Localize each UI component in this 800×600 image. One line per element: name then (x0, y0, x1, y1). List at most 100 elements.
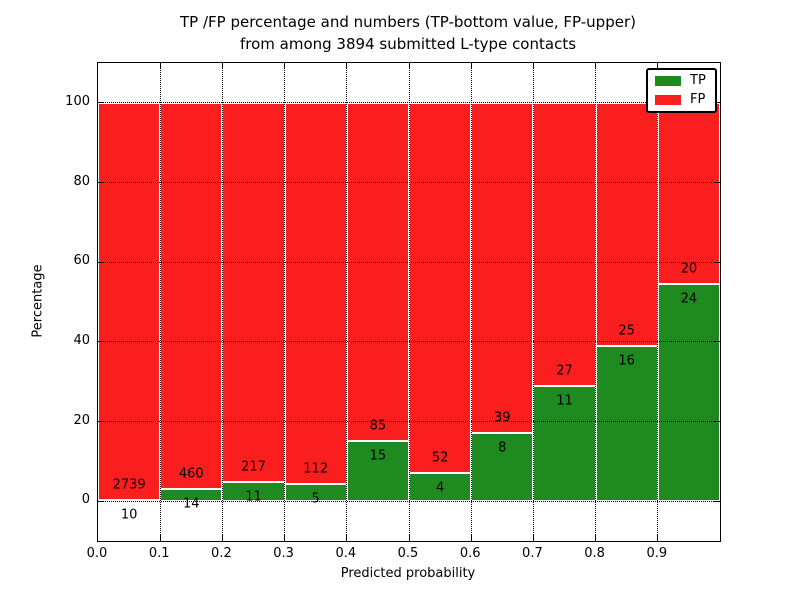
x-axis-label: Predicted probability (340, 566, 476, 581)
tick-mark (159, 535, 161, 541)
tp-count-label: 8 (498, 440, 507, 456)
fp-count-label: 460 (178, 466, 204, 482)
tp-bar-segment (533, 385, 596, 502)
tp-bar-segment (595, 345, 658, 502)
x-tick-label: 0.7 (522, 546, 543, 561)
gridline (346, 63, 348, 541)
tick-mark (714, 261, 720, 263)
tick-mark (714, 182, 720, 183)
gridline (98, 500, 720, 502)
fp-bar-segment (533, 102, 596, 386)
legend-label-tp: TP (690, 73, 706, 88)
fp-count-label: 52 (431, 450, 449, 466)
gridline (98, 421, 720, 422)
tick-mark (595, 63, 597, 69)
tp-count-label: 16 (618, 353, 635, 369)
tick-mark (657, 535, 659, 541)
x-tick-label: 0.0 (86, 546, 108, 561)
x-tick-label: 0.8 (584, 546, 605, 561)
x-tick-label: 0.5 (397, 546, 419, 561)
chart-title-line1: TP /FP percentage and numbers (TP-bottom… (180, 13, 636, 31)
y-tick-label: 0 (81, 492, 90, 508)
fp-bar-segment (409, 102, 472, 473)
fp-count-label: 25 (618, 323, 635, 339)
fp-bar-segment (222, 102, 285, 482)
tick-mark (98, 500, 104, 502)
fp-count-label: 2739 (112, 477, 146, 493)
fp-swatch-icon (655, 95, 681, 105)
tp-bar-segment (284, 484, 347, 502)
fp-count-label: 39 (494, 410, 511, 426)
plot-area: 2739 10 460 14 217 11 112 5 85 15 52 4 39 8 27 11 25 16 20… (97, 62, 721, 542)
tick-mark (470, 535, 472, 541)
tp-count-label: 4 (435, 480, 445, 496)
fp-bar-segment (98, 102, 161, 500)
tp-bar-segment (160, 489, 223, 502)
gridline (98, 182, 720, 183)
legend: TP FP (646, 68, 717, 113)
tick-mark (714, 341, 720, 343)
x-tick-label: 0.6 (459, 546, 481, 561)
tp-count-label: 11 (556, 393, 573, 409)
tick-mark (98, 341, 104, 343)
fp-bar-segment (346, 102, 409, 442)
tick-mark (595, 535, 597, 541)
legend-entry-fp: FP (655, 93, 706, 107)
tick-mark (221, 63, 223, 69)
tp-swatch-icon (655, 76, 681, 86)
tp-bar-segment (346, 441, 409, 502)
x-tick-label: 0.2 (211, 546, 232, 561)
gridline (408, 63, 410, 541)
tick-mark (657, 63, 659, 69)
tick-mark (532, 535, 534, 541)
tp-count-label: 11 (245, 489, 262, 505)
chart-title-line2: from among 3894 submitted L-type contact… (239, 35, 577, 53)
x-tick-label: 0.3 (273, 546, 294, 561)
fp-bar-segment (471, 102, 534, 434)
tp-bar-segment (409, 472, 472, 502)
tp-count-label: 14 (183, 496, 200, 512)
fp-bar-segment (595, 102, 658, 346)
y-tick-label: 40 (73, 332, 90, 348)
tick-mark (98, 102, 104, 104)
tick-mark (714, 102, 720, 104)
tick-mark (284, 535, 286, 541)
tick-mark (532, 63, 534, 69)
fp-bar-segment (657, 102, 720, 284)
fp-bar-segment (284, 102, 347, 485)
tick-mark (221, 535, 223, 541)
tick-mark (346, 535, 348, 541)
fp-count-label: 217 (241, 459, 266, 475)
gridline (98, 102, 720, 104)
gridline (284, 63, 286, 541)
gridline (98, 341, 720, 343)
tick-mark (98, 182, 104, 183)
tick-mark (346, 63, 348, 69)
x-tick-label: 0.9 (646, 546, 668, 561)
tp-count-label: 10 (120, 507, 138, 523)
tp-count-label: 24 (680, 291, 698, 307)
fp-count-label: 112 (303, 461, 329, 477)
tick-mark (714, 421, 720, 422)
x-tick-label: 0.1 (148, 546, 170, 561)
fp-bar-segment (160, 102, 223, 490)
tick-mark (159, 63, 161, 69)
y-tick-label: 100 (65, 93, 90, 109)
legend-label-fp: FP (690, 92, 706, 107)
x-tick-label: 0.4 (335, 546, 357, 561)
tp-bar-segment (222, 481, 285, 502)
fp-count-label: 27 (556, 363, 573, 379)
gridline (98, 261, 720, 263)
tick-mark (284, 63, 286, 69)
tick-mark (408, 63, 410, 69)
tp-count-label: 15 (369, 448, 387, 464)
gridline (470, 63, 472, 541)
gridline (657, 63, 659, 541)
fp-count-label: 20 (680, 261, 698, 277)
tp-bar-segment (657, 283, 720, 502)
tick-mark (98, 261, 104, 263)
tick-mark (714, 500, 720, 502)
y-tick-label: 60 (73, 253, 90, 269)
legend-entry-tp: TP (655, 74, 706, 88)
tick-mark (470, 63, 472, 69)
